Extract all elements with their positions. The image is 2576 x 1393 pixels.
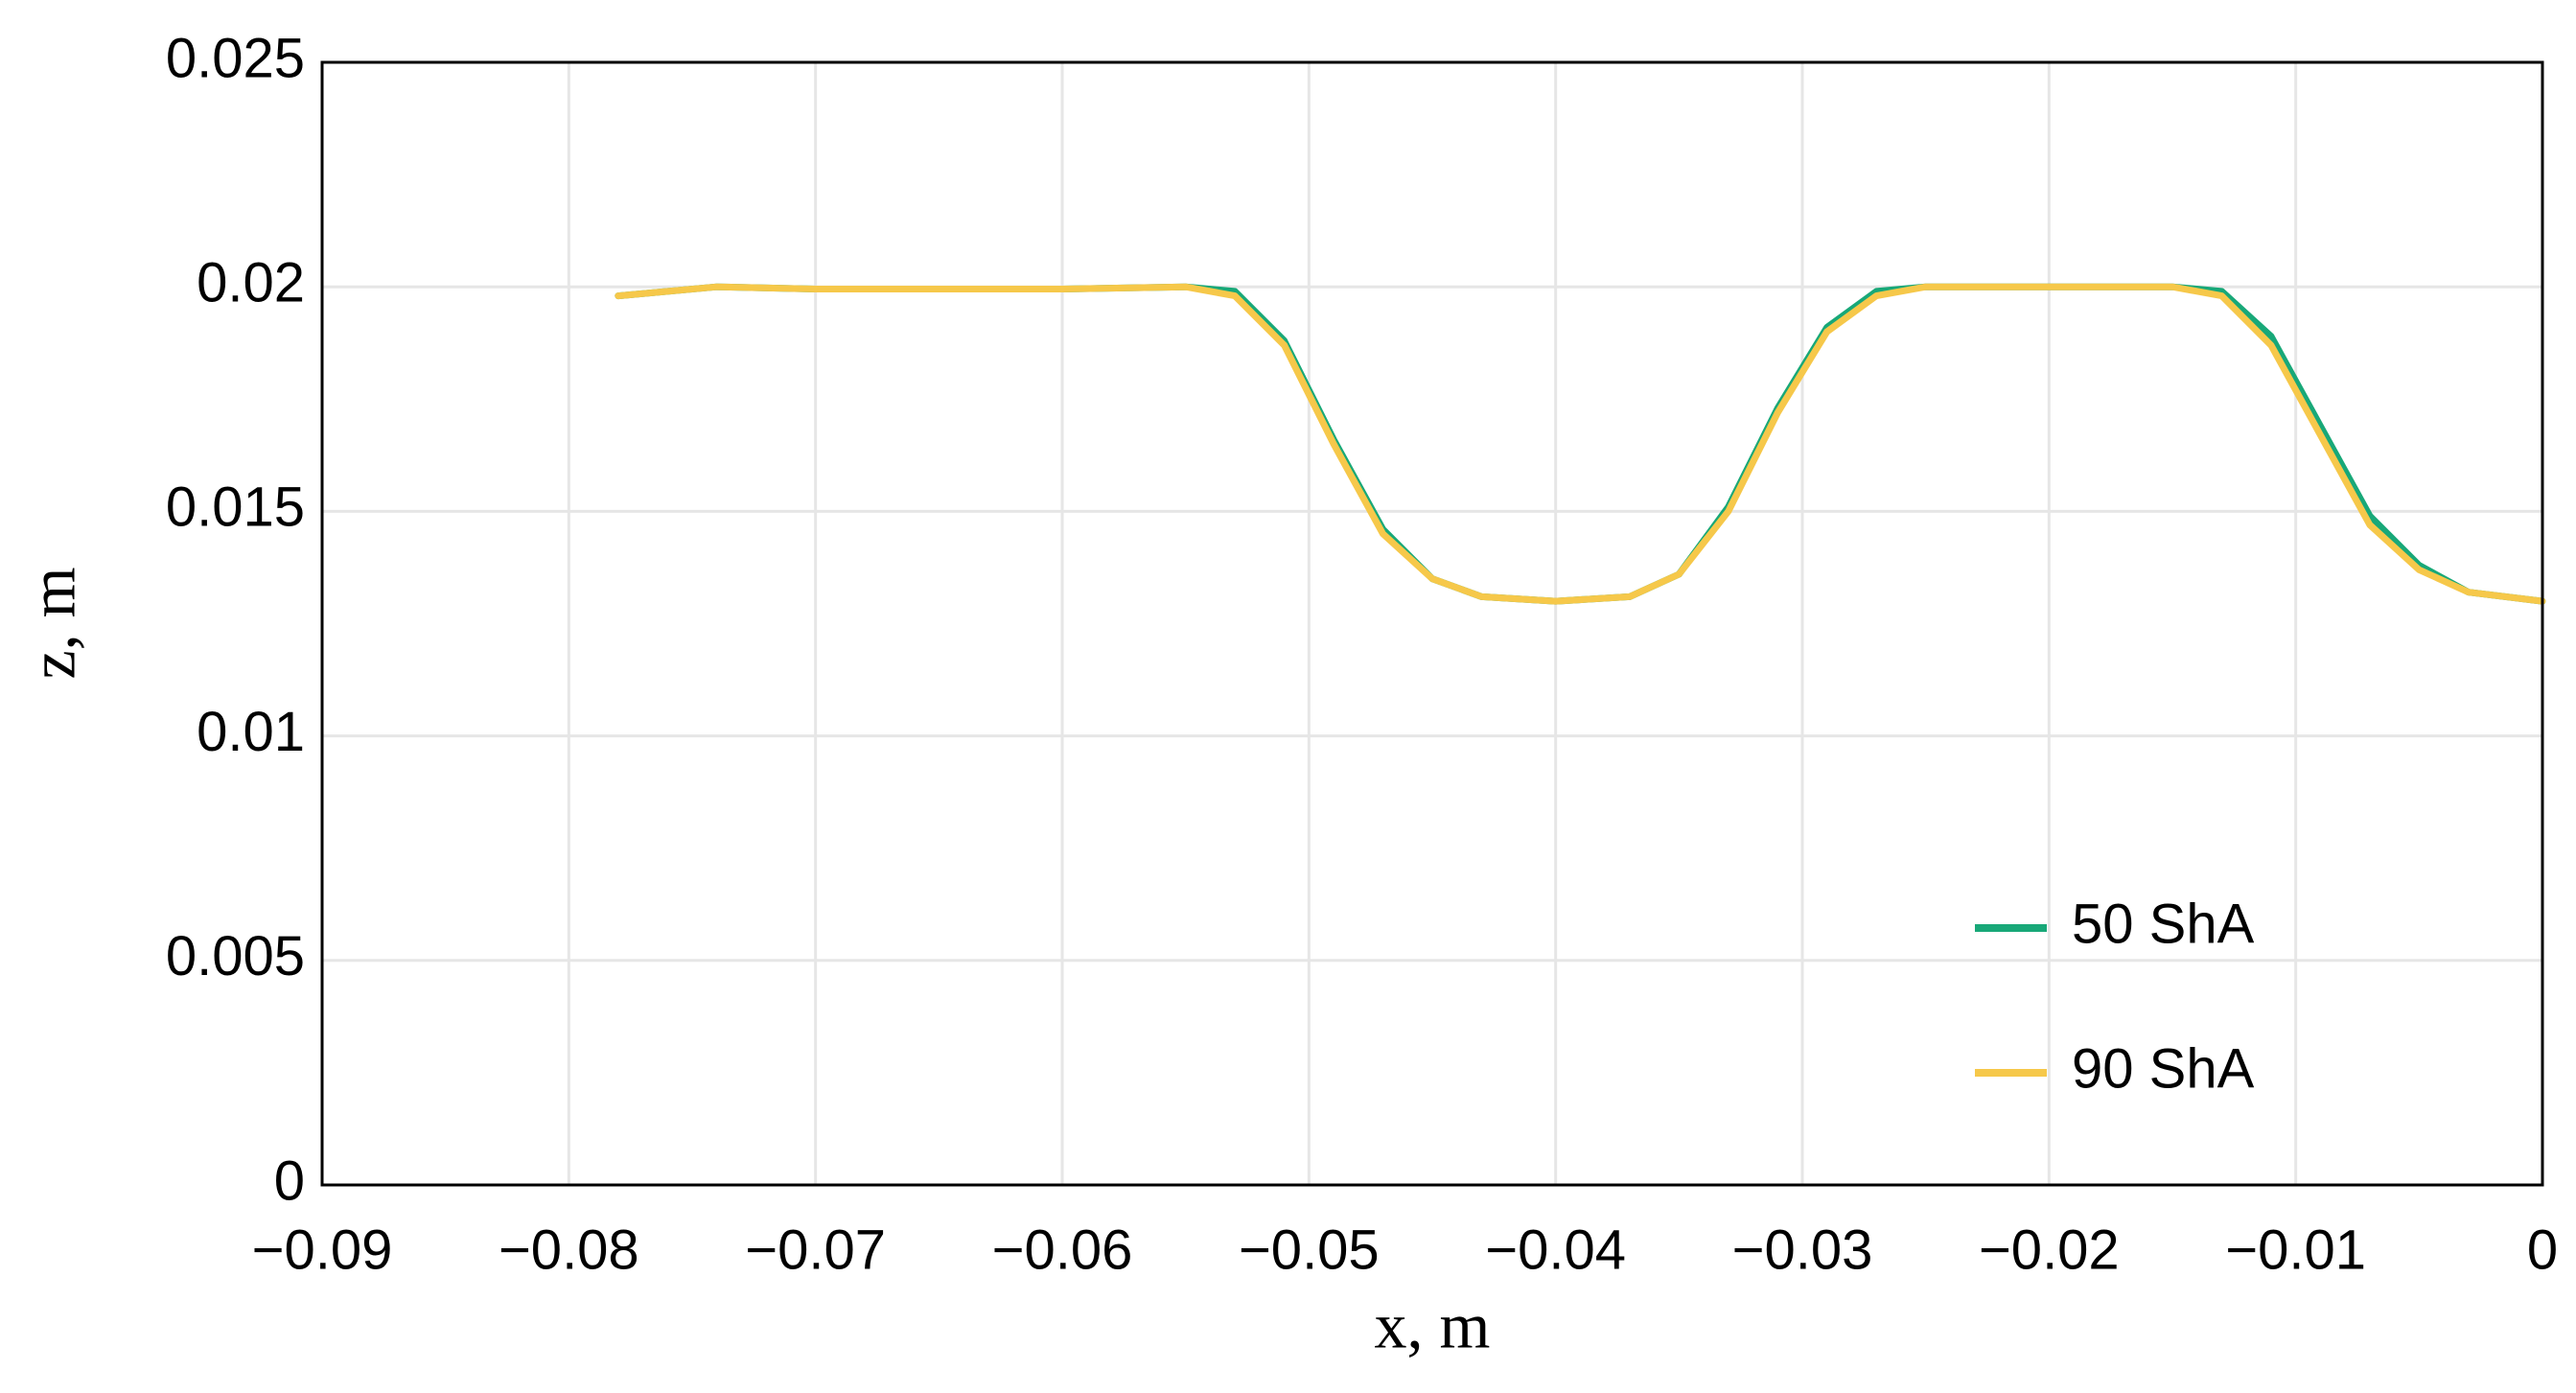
- y-tick-label: 0.015: [166, 476, 305, 539]
- y-axis-title: z, m: [16, 567, 89, 679]
- plot-frame: [320, 60, 2544, 1187]
- legend-label: 50 ShA: [2072, 893, 2255, 955]
- y-tick-label: 0.005: [166, 925, 305, 987]
- x-tick-label: −0.08: [499, 1219, 639, 1281]
- y-tick-label: 0.02: [197, 252, 305, 314]
- x-tick-label: −0.02: [1979, 1219, 2120, 1281]
- x-tick-label: −0.04: [1485, 1219, 1626, 1281]
- x-tick-label: −0.09: [252, 1219, 393, 1281]
- x-tick-label: −0.01: [2225, 1219, 2366, 1281]
- x-axis-title: x, m: [1375, 1289, 1491, 1362]
- series-line: [615, 283, 2546, 605]
- x-tick-label: −0.05: [1239, 1219, 1380, 1281]
- x-tick-label: −0.07: [745, 1219, 886, 1281]
- legend-label: 90 ShA: [2072, 1037, 2255, 1100]
- series-line: [615, 283, 2546, 605]
- y-tick-label: 0.01: [197, 701, 305, 763]
- x-tick-label: −0.06: [992, 1219, 1133, 1281]
- x-tick-label: −0.03: [1732, 1219, 1873, 1281]
- x-tick-label: 0: [2527, 1219, 2558, 1281]
- y-tick-label: 0.025: [166, 27, 305, 89]
- y-tick-label: 0: [274, 1149, 305, 1212]
